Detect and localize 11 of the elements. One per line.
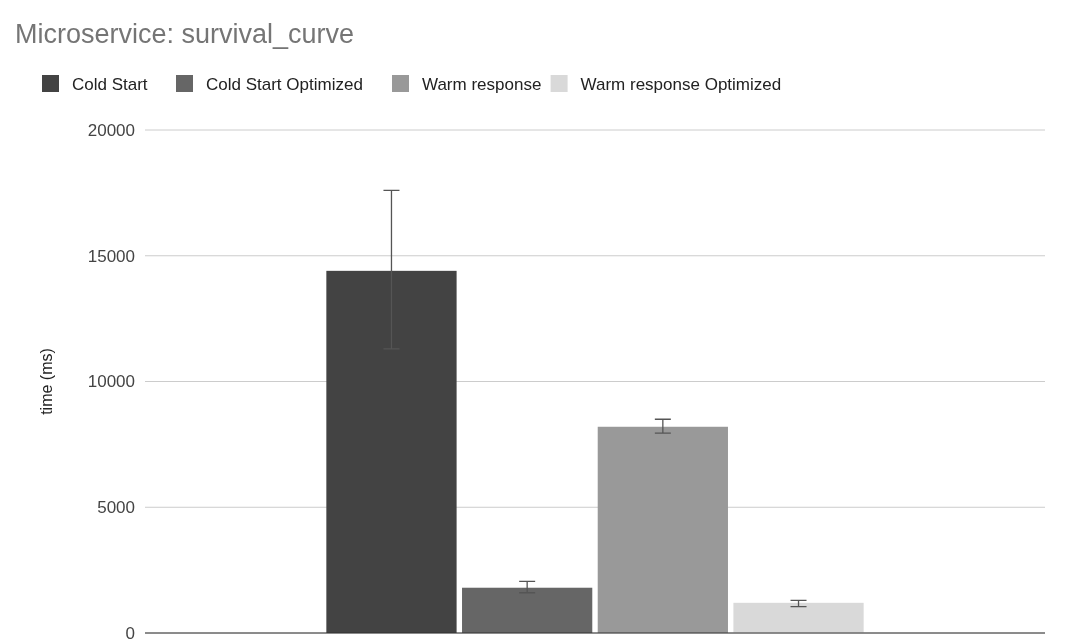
legend-label: Warm response bbox=[422, 75, 542, 94]
chart-title: Microservice: survival_curve bbox=[15, 19, 355, 49]
legend-label: Cold Start Optimized bbox=[206, 75, 363, 94]
y-tick-label: 15000 bbox=[87, 246, 135, 266]
y-tick-label: 20000 bbox=[87, 120, 135, 140]
legend-label: Cold Start bbox=[72, 75, 148, 94]
y-axis-title: time (ms) bbox=[38, 348, 55, 415]
y-tick-label: 0 bbox=[125, 623, 135, 641]
y-tick-label: 5000 bbox=[97, 498, 135, 518]
legend-label: Warm response Optimized bbox=[580, 75, 782, 94]
y-tick-label: 10000 bbox=[87, 372, 135, 392]
